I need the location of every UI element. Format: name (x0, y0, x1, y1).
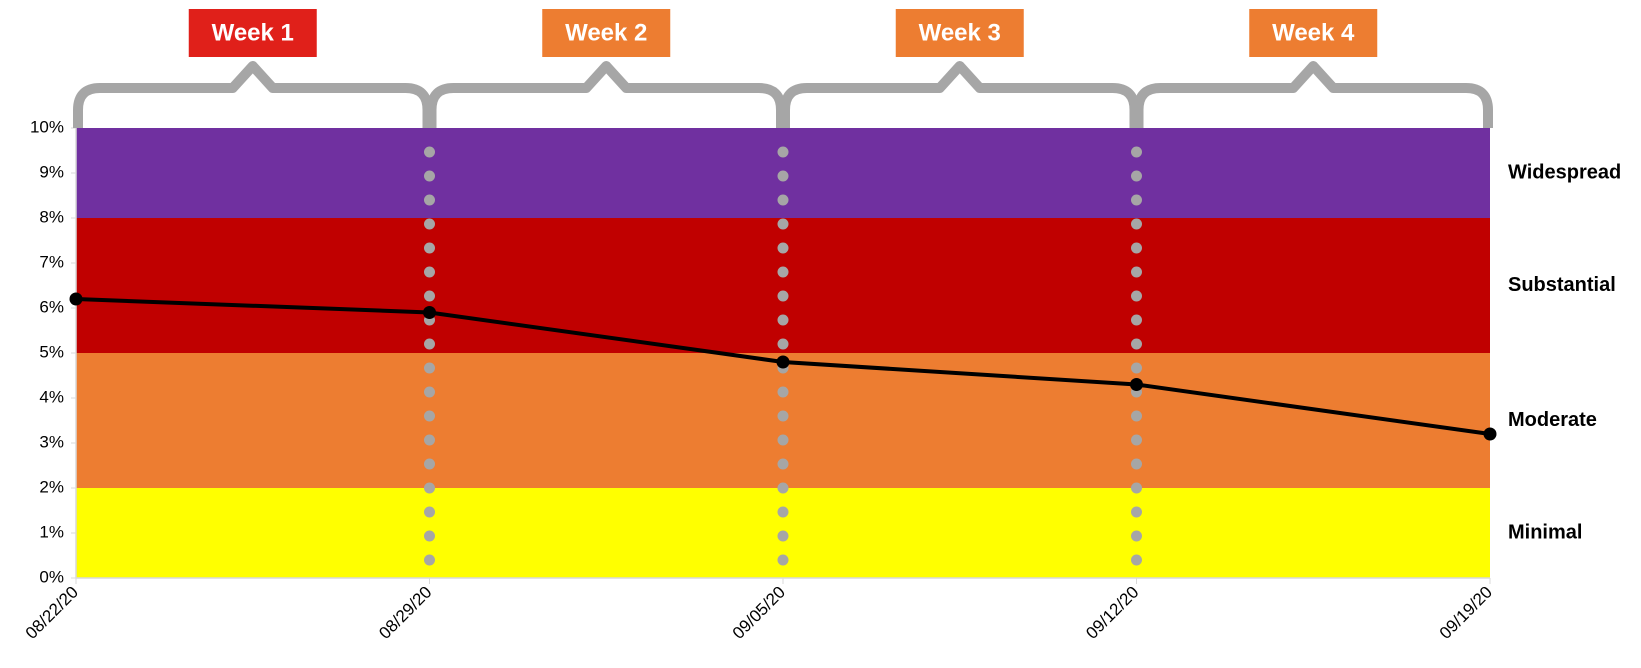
point (1130, 378, 1143, 391)
y-tick-label: 10% (30, 117, 64, 136)
week-label: Week 3 (919, 19, 1001, 46)
x-tick-label: 09/19/20 (1436, 583, 1496, 643)
y-tick-label: 0% (39, 567, 64, 586)
y-tick-label: 3% (39, 432, 64, 451)
y-tick-label: 1% (39, 522, 64, 541)
y-tick-label: 7% (39, 252, 64, 271)
y-tick-label: 5% (39, 342, 64, 361)
week-label: Week 2 (565, 19, 647, 46)
x-tick-label: 09/12/20 (1082, 583, 1142, 643)
week-label: Week 4 (1272, 19, 1355, 46)
x-tick-label: 09/05/20 (729, 583, 789, 643)
y-tick-label: 8% (39, 207, 64, 226)
x-tick-label: 08/22/20 (22, 583, 82, 643)
week-box (188, 9, 317, 57)
y-tick-label: 4% (39, 387, 64, 406)
point (423, 306, 436, 319)
band-label: Moderate (1508, 409, 1597, 431)
band-label: Substantial (1508, 274, 1616, 296)
x-tick-label: 08/29/20 (375, 583, 435, 643)
week-box (895, 9, 1024, 57)
point (1483, 427, 1497, 441)
band-label: Minimal (1508, 521, 1582, 543)
week-box (542, 9, 671, 57)
y-tick-label: 6% (39, 297, 64, 316)
point (776, 355, 790, 369)
week-box (1249, 9, 1378, 57)
y-tick-label: 9% (39, 162, 64, 181)
y-tick-label: 2% (39, 477, 64, 496)
brace (780, 61, 1140, 128)
point (69, 292, 83, 306)
brace (1133, 61, 1493, 128)
band (76, 218, 1490, 353)
week-label: Week 1 (212, 19, 294, 46)
brace (73, 61, 433, 128)
band-label: Widespread (1508, 161, 1621, 183)
brace (426, 61, 786, 128)
